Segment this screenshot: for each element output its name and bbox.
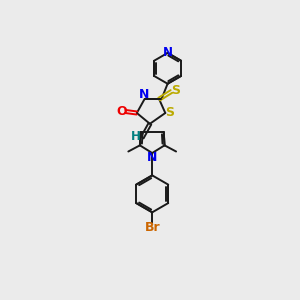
Text: Br: Br [144,221,160,234]
Text: N: N [139,88,150,101]
Text: S: S [171,84,180,97]
Text: O: O [116,105,127,118]
Text: N: N [147,151,158,164]
Text: S: S [165,106,174,119]
Text: H: H [131,130,141,142]
Text: N: N [163,46,172,59]
